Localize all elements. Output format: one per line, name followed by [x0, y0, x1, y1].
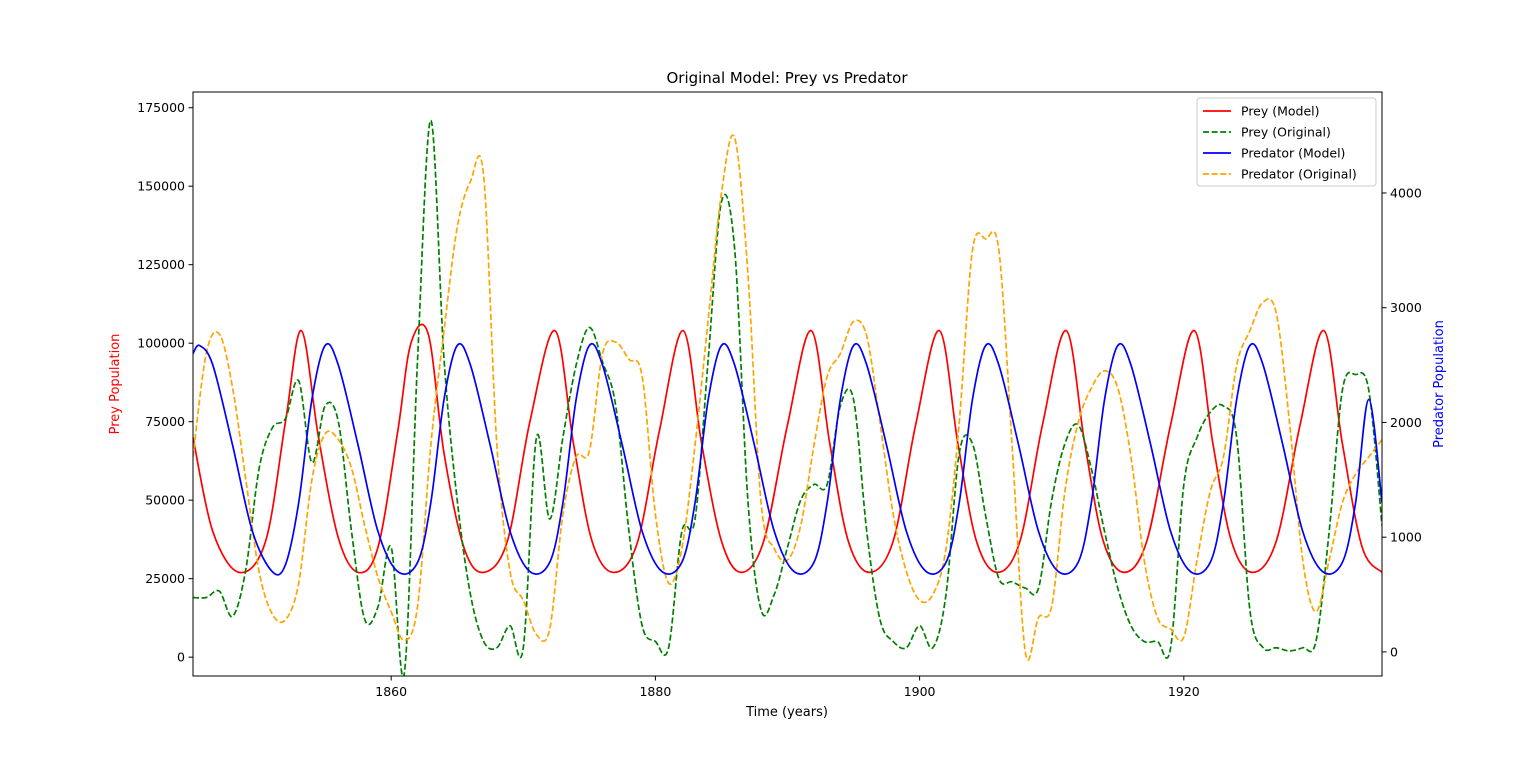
series-line-predator-original [193, 134, 1382, 661]
y-left-tick-label: 150000 [137, 179, 185, 194]
y-left-tick-label: 75000 [145, 414, 185, 429]
legend-label: Prey (Original) [1241, 125, 1331, 140]
y-right-tick-label: 4000 [1390, 185, 1422, 200]
y-left-tick-label: 0 [177, 650, 185, 665]
x-tick-label: 1880 [639, 684, 671, 699]
y-left-tick-label: 125000 [137, 257, 185, 272]
series-line-prey-model [193, 323, 1382, 574]
legend-label: Prey (Model) [1241, 104, 1320, 119]
y-left-tick-label: 175000 [137, 100, 185, 115]
plot-frame [192, 91, 1383, 677]
y-left-tick-label: 50000 [145, 493, 185, 508]
series-line-prey-original [193, 119, 1382, 676]
x-tick-label: 1920 [1168, 684, 1200, 699]
legend-label: Predator (Original) [1241, 167, 1357, 182]
y-right-tick-label: 1000 [1390, 530, 1422, 545]
y-right-tick-label: 2000 [1390, 415, 1422, 430]
x-axis-label: Time (years) [745, 705, 828, 720]
y-left-tick-label: 25000 [145, 571, 185, 586]
y-left-tick-label: 100000 [137, 336, 185, 351]
chart-title: Original Model: Prey vs Predator [666, 69, 908, 87]
y-right-tick-label: 3000 [1390, 300, 1422, 315]
legend-box [1196, 97, 1377, 187]
legend-label: Predator (Model) [1241, 146, 1345, 161]
x-tick-label: 1860 [375, 684, 407, 699]
y-axis-label-right: Predator Population [1432, 320, 1447, 448]
series-line-predator-model [193, 343, 1382, 576]
y-right-tick-label: 0 [1390, 644, 1398, 659]
x-tick-label: 1900 [904, 684, 936, 699]
y-axis-label-left: Prey Population [108, 334, 123, 435]
